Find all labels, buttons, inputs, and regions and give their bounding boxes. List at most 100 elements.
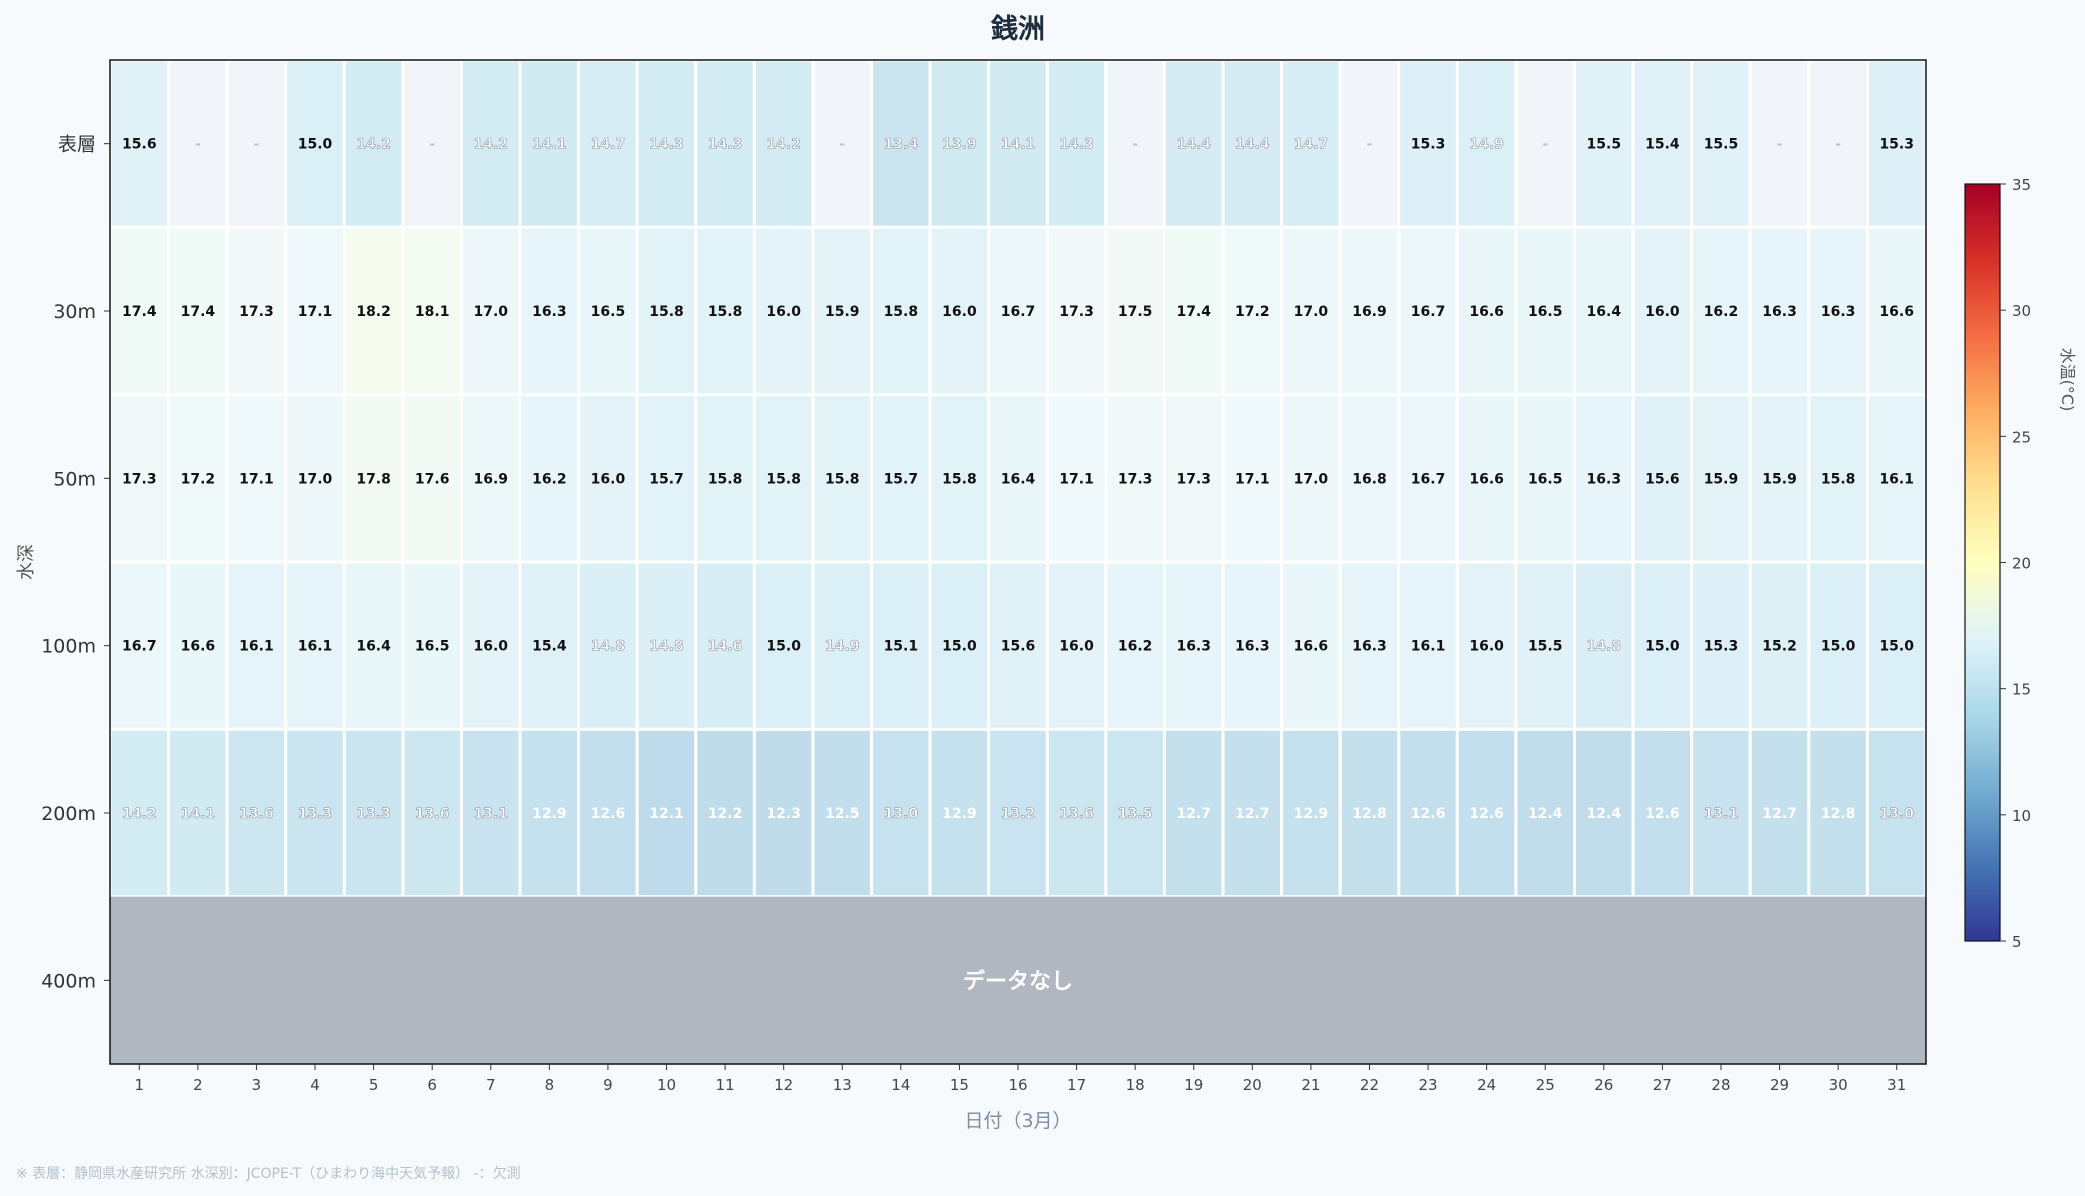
- cell-value-label: 15.8: [708, 471, 743, 487]
- cell-value-label: 15.5: [1528, 639, 1563, 655]
- heatmap-cell: [1162, 560, 1225, 731]
- heatmap-cell: [1748, 727, 1811, 899]
- heatmap-cell: [401, 727, 463, 899]
- cell-value-label: 15.0: [766, 639, 801, 655]
- heatmap-cell: [1162, 393, 1225, 564]
- x-tick-label: 23: [1419, 1076, 1438, 1094]
- cell-value-label: 16.3: [1235, 639, 1270, 655]
- heatmap-cell: [1455, 225, 1518, 397]
- cell-value-label: 15.4: [1645, 137, 1680, 153]
- cell-value-label: 12.9: [532, 806, 567, 822]
- cell-value-label: 13.6: [1059, 806, 1094, 822]
- heatmap-cell: [870, 727, 932, 899]
- heatmap-cell: [577, 560, 639, 731]
- cell-value-label: 12.6: [1469, 806, 1504, 822]
- colorbar-label: 水温(°C): [2058, 348, 2077, 412]
- heatmap-cell: [1162, 727, 1225, 899]
- cell-value-label: 17.2: [181, 471, 216, 487]
- heatmap-cell: [1455, 727, 1518, 899]
- cell-value-label: 16.0: [474, 639, 509, 655]
- cell-value-label: 13.0: [884, 806, 919, 822]
- x-tick-label: 31: [1887, 1076, 1906, 1094]
- heatmap-cell: [1338, 560, 1401, 731]
- cell-value-label: -: [1835, 137, 1841, 153]
- cell-value-label: 16.9: [1352, 304, 1387, 320]
- cell-value-label: 14.6: [708, 639, 743, 655]
- x-tick-label: 8: [545, 1076, 555, 1094]
- cell-value-label: 12.7: [1176, 806, 1211, 822]
- cell-value-label: 14.4: [1235, 137, 1270, 153]
- heatmap-cell: [987, 393, 1049, 564]
- heatmap-cell: [1514, 727, 1577, 899]
- colorbar-tick-label: 5: [2012, 933, 2022, 951]
- cell-value-label: 12.6: [1645, 806, 1680, 822]
- cell-value-label: 15.0: [1879, 639, 1914, 655]
- cell-value-label: 15.8: [942, 471, 977, 487]
- heatmap-cell: [1221, 58, 1284, 229]
- cell-value-label: 16.6: [1294, 639, 1329, 655]
- cell-value-label: 16.1: [1879, 471, 1914, 487]
- cell-value-label: 17.3: [239, 304, 274, 320]
- cell-value-label: 15.5: [1587, 137, 1622, 153]
- cell-value-label: 12.5: [825, 806, 860, 822]
- cell-value-label: 13.2: [1001, 806, 1036, 822]
- cell-value-label: 18.2: [356, 304, 391, 320]
- footnote: ※ 表層：静岡県水産研究所 水深別：JCOPE-T（ひまわり海中天気予報） -：…: [16, 1166, 521, 1182]
- cell-value-label: 14.1: [1001, 137, 1036, 153]
- cell-value-label: 16.4: [356, 639, 391, 655]
- y-tick-label: 200m: [41, 803, 96, 825]
- cell-value-label: 17.1: [239, 471, 274, 487]
- heatmap-cell: [694, 560, 756, 731]
- cell-value-label: 15.1: [884, 639, 919, 655]
- y-tick-label: 表層: [58, 134, 96, 156]
- x-tick-label: 15: [950, 1076, 969, 1094]
- heatmap-cell: [401, 560, 463, 731]
- cell-value-label: 15.3: [1411, 137, 1446, 153]
- heatmap-cell: [752, 393, 815, 564]
- heatmap-cell: [1045, 393, 1108, 564]
- cell-value-label: 14.9: [1469, 137, 1504, 153]
- cell-value-label: 15.0: [942, 639, 977, 655]
- cell-value-label: 14.1: [181, 806, 216, 822]
- x-tick-label: 24: [1477, 1076, 1496, 1094]
- cell-value-label: 16.5: [415, 639, 450, 655]
- cell-value-label: 14.1: [532, 137, 567, 153]
- heatmap-cell: [342, 560, 405, 731]
- cell-value-label: 15.7: [649, 471, 684, 487]
- heatmap-cell: [1631, 58, 1694, 229]
- colorbar-tick-label: 25: [2012, 428, 2031, 446]
- heatmap-cell: [752, 58, 815, 229]
- cell-value-label: 14.8: [649, 639, 684, 655]
- x-tick-label: 10: [657, 1076, 676, 1094]
- x-tick-label: 6: [427, 1076, 437, 1094]
- heatmap-cell: [284, 727, 346, 899]
- cell-value-label: 13.4: [884, 137, 919, 153]
- heatmap-cell: [928, 393, 991, 564]
- heatmap-cell: [1690, 225, 1752, 397]
- y-tick-label: 100m: [41, 636, 96, 658]
- x-tick-label: 16: [1008, 1076, 1027, 1094]
- cell-value-label: 15.8: [1821, 471, 1856, 487]
- cell-value-label: 17.1: [298, 304, 333, 320]
- cell-value-label: 15.9: [1704, 471, 1739, 487]
- cell-value-label: 15.7: [884, 471, 919, 487]
- heatmap-cell: [811, 393, 874, 564]
- cell-value-label: -: [1132, 137, 1138, 153]
- cell-value-label: 17.1: [1059, 471, 1094, 487]
- heatmap-cell: [225, 560, 288, 731]
- cell-value-label: 15.9: [1762, 471, 1797, 487]
- heatmap-cell: [635, 727, 698, 899]
- colorbar-tick-label: 35: [2012, 176, 2031, 194]
- heatmap-cell: [1397, 225, 1459, 397]
- cell-value-label: 15.5: [1704, 137, 1739, 153]
- cell-value-label: -: [1542, 137, 1548, 153]
- x-tick-label: 7: [486, 1076, 496, 1094]
- x-tick-label: 17: [1067, 1076, 1086, 1094]
- x-tick-label: 12: [774, 1076, 793, 1094]
- cell-value-label: -: [254, 137, 260, 153]
- cell-value-label: 16.0: [1059, 639, 1094, 655]
- x-tick-label: 14: [891, 1076, 910, 1094]
- cell-value-label: 15.8: [884, 304, 919, 320]
- cell-value-label: 16.0: [942, 304, 977, 320]
